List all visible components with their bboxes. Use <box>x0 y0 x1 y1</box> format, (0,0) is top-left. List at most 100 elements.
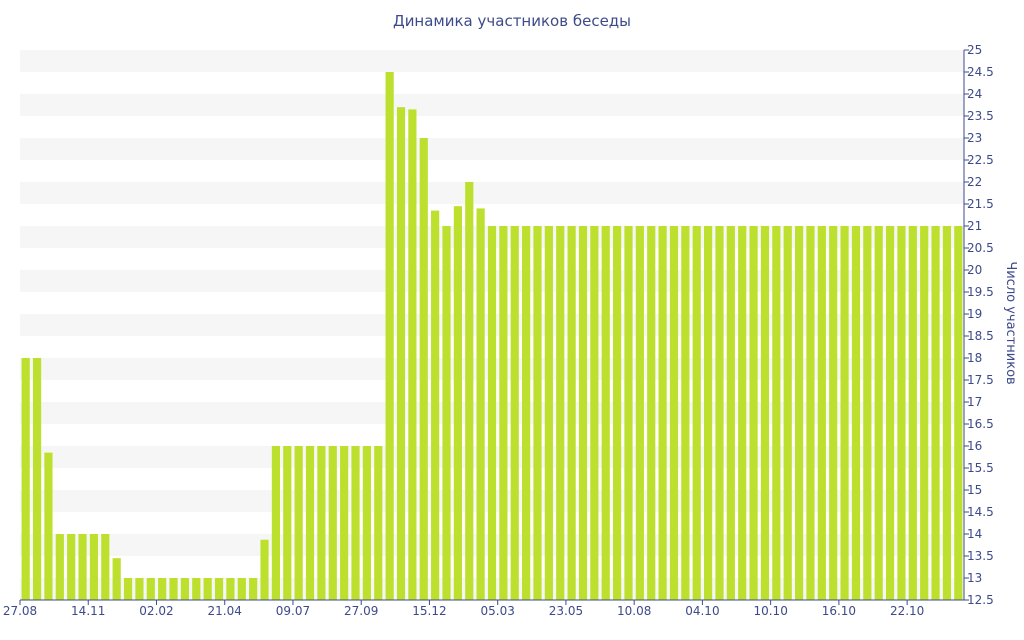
bar <box>556 226 565 600</box>
bar <box>908 226 917 600</box>
bar <box>692 226 701 600</box>
chart-title: Динамика участников беседы <box>392 12 632 30</box>
y-tick-label: 17.5 <box>967 373 994 387</box>
bar <box>214 578 224 600</box>
y-tick-label: 20.5 <box>967 241 994 255</box>
bar <box>920 226 929 600</box>
x-axis-ticks: 27.08 14.11 02.02 21.04 09.07 27.09 15.12 05.03… <box>3 600 924 618</box>
bar <box>67 534 76 600</box>
x-tick-label: 16.10 <box>822 604 856 618</box>
y-tick-label: 13 <box>967 571 982 585</box>
y-tick-label: 15.5 <box>967 461 994 475</box>
bar <box>192 578 201 600</box>
bar <box>897 226 906 600</box>
bar <box>794 226 804 600</box>
bar <box>885 226 895 600</box>
bar <box>249 578 258 600</box>
y-tick-label: 21.5 <box>967 197 994 211</box>
y-tick-label: 18.5 <box>967 329 994 343</box>
bar <box>567 226 576 600</box>
bar <box>237 578 246 600</box>
x-tick-label: 14.11 <box>71 604 105 618</box>
y-tick-label: 16 <box>967 439 982 453</box>
grid-band <box>20 94 964 116</box>
bar <box>260 539 269 600</box>
x-tick-label: 10.10 <box>753 604 787 618</box>
bar <box>874 226 883 600</box>
bar <box>726 226 735 600</box>
x-tick-label: 27.09 <box>344 604 378 618</box>
bar <box>112 558 121 600</box>
bar <box>135 578 144 600</box>
bar <box>533 226 542 600</box>
bar <box>806 226 815 600</box>
x-tick-label: 05.03 <box>481 604 515 618</box>
bar <box>658 226 667 600</box>
bars <box>21 72 963 601</box>
bar <box>954 226 963 600</box>
bar <box>305 446 315 600</box>
bar <box>146 578 155 600</box>
y-tick-label: 25 <box>967 43 982 57</box>
bar <box>294 446 303 600</box>
y-tick-label: 13.5 <box>967 549 994 563</box>
bar <box>487 226 497 600</box>
bar <box>522 226 531 600</box>
grid-band <box>20 138 964 160</box>
y-axis-label: Число участников <box>1003 261 1018 384</box>
y-tick-label: 23.5 <box>967 109 994 123</box>
bar <box>499 226 508 600</box>
bar <box>669 226 679 600</box>
bar <box>317 446 326 600</box>
bar <box>396 107 406 600</box>
x-tick-label: 22.10 <box>890 604 924 618</box>
bar <box>613 226 622 600</box>
bar <box>180 578 190 600</box>
bar <box>351 446 360 600</box>
y-tick-label: 19 <box>967 307 982 321</box>
bar <box>510 226 519 600</box>
y-tick-label: 14 <box>967 527 982 541</box>
y-tick-label: 15 <box>967 483 982 497</box>
bar <box>78 534 87 600</box>
bar <box>419 138 428 600</box>
y-tick-label: 22 <box>967 175 982 189</box>
y-tick-label: 22.5 <box>967 153 994 167</box>
x-tick-label: 23.05 <box>549 604 583 618</box>
bar <box>169 578 178 600</box>
bar <box>783 226 792 600</box>
bar <box>89 534 99 600</box>
bar <box>374 446 383 600</box>
bar <box>32 358 42 600</box>
bar <box>681 226 690 600</box>
bar <box>362 446 371 600</box>
bar <box>101 534 110 600</box>
bar <box>647 226 656 600</box>
bar <box>590 226 599 600</box>
bar <box>21 358 30 600</box>
y-axis-ticks: 12.5 13 13.5 14 14.5 15 15.5 16 16.5 17 17.5 18 18.5… <box>964 43 994 607</box>
bar <box>772 226 781 600</box>
bar <box>942 226 952 600</box>
x-tick-label: 10.08 <box>617 604 651 618</box>
y-tick-label: 20 <box>967 263 982 277</box>
bar <box>829 226 838 600</box>
y-tick-label: 19.5 <box>967 285 994 299</box>
bar <box>158 578 167 600</box>
bar <box>851 226 861 600</box>
bar <box>271 446 280 600</box>
bar <box>817 226 826 600</box>
x-tick-label: 04.10 <box>685 604 719 618</box>
x-tick-label: 21.04 <box>208 604 242 618</box>
bar <box>863 226 872 600</box>
bar <box>340 446 349 600</box>
bar <box>203 578 212 600</box>
bar <box>749 226 758 600</box>
y-tick-label: 18 <box>967 351 982 365</box>
y-tick-label: 12.5 <box>967 593 994 607</box>
bar <box>738 226 747 600</box>
bar <box>760 226 770 600</box>
bar <box>715 226 724 600</box>
y-tick-label: 23 <box>967 131 982 145</box>
